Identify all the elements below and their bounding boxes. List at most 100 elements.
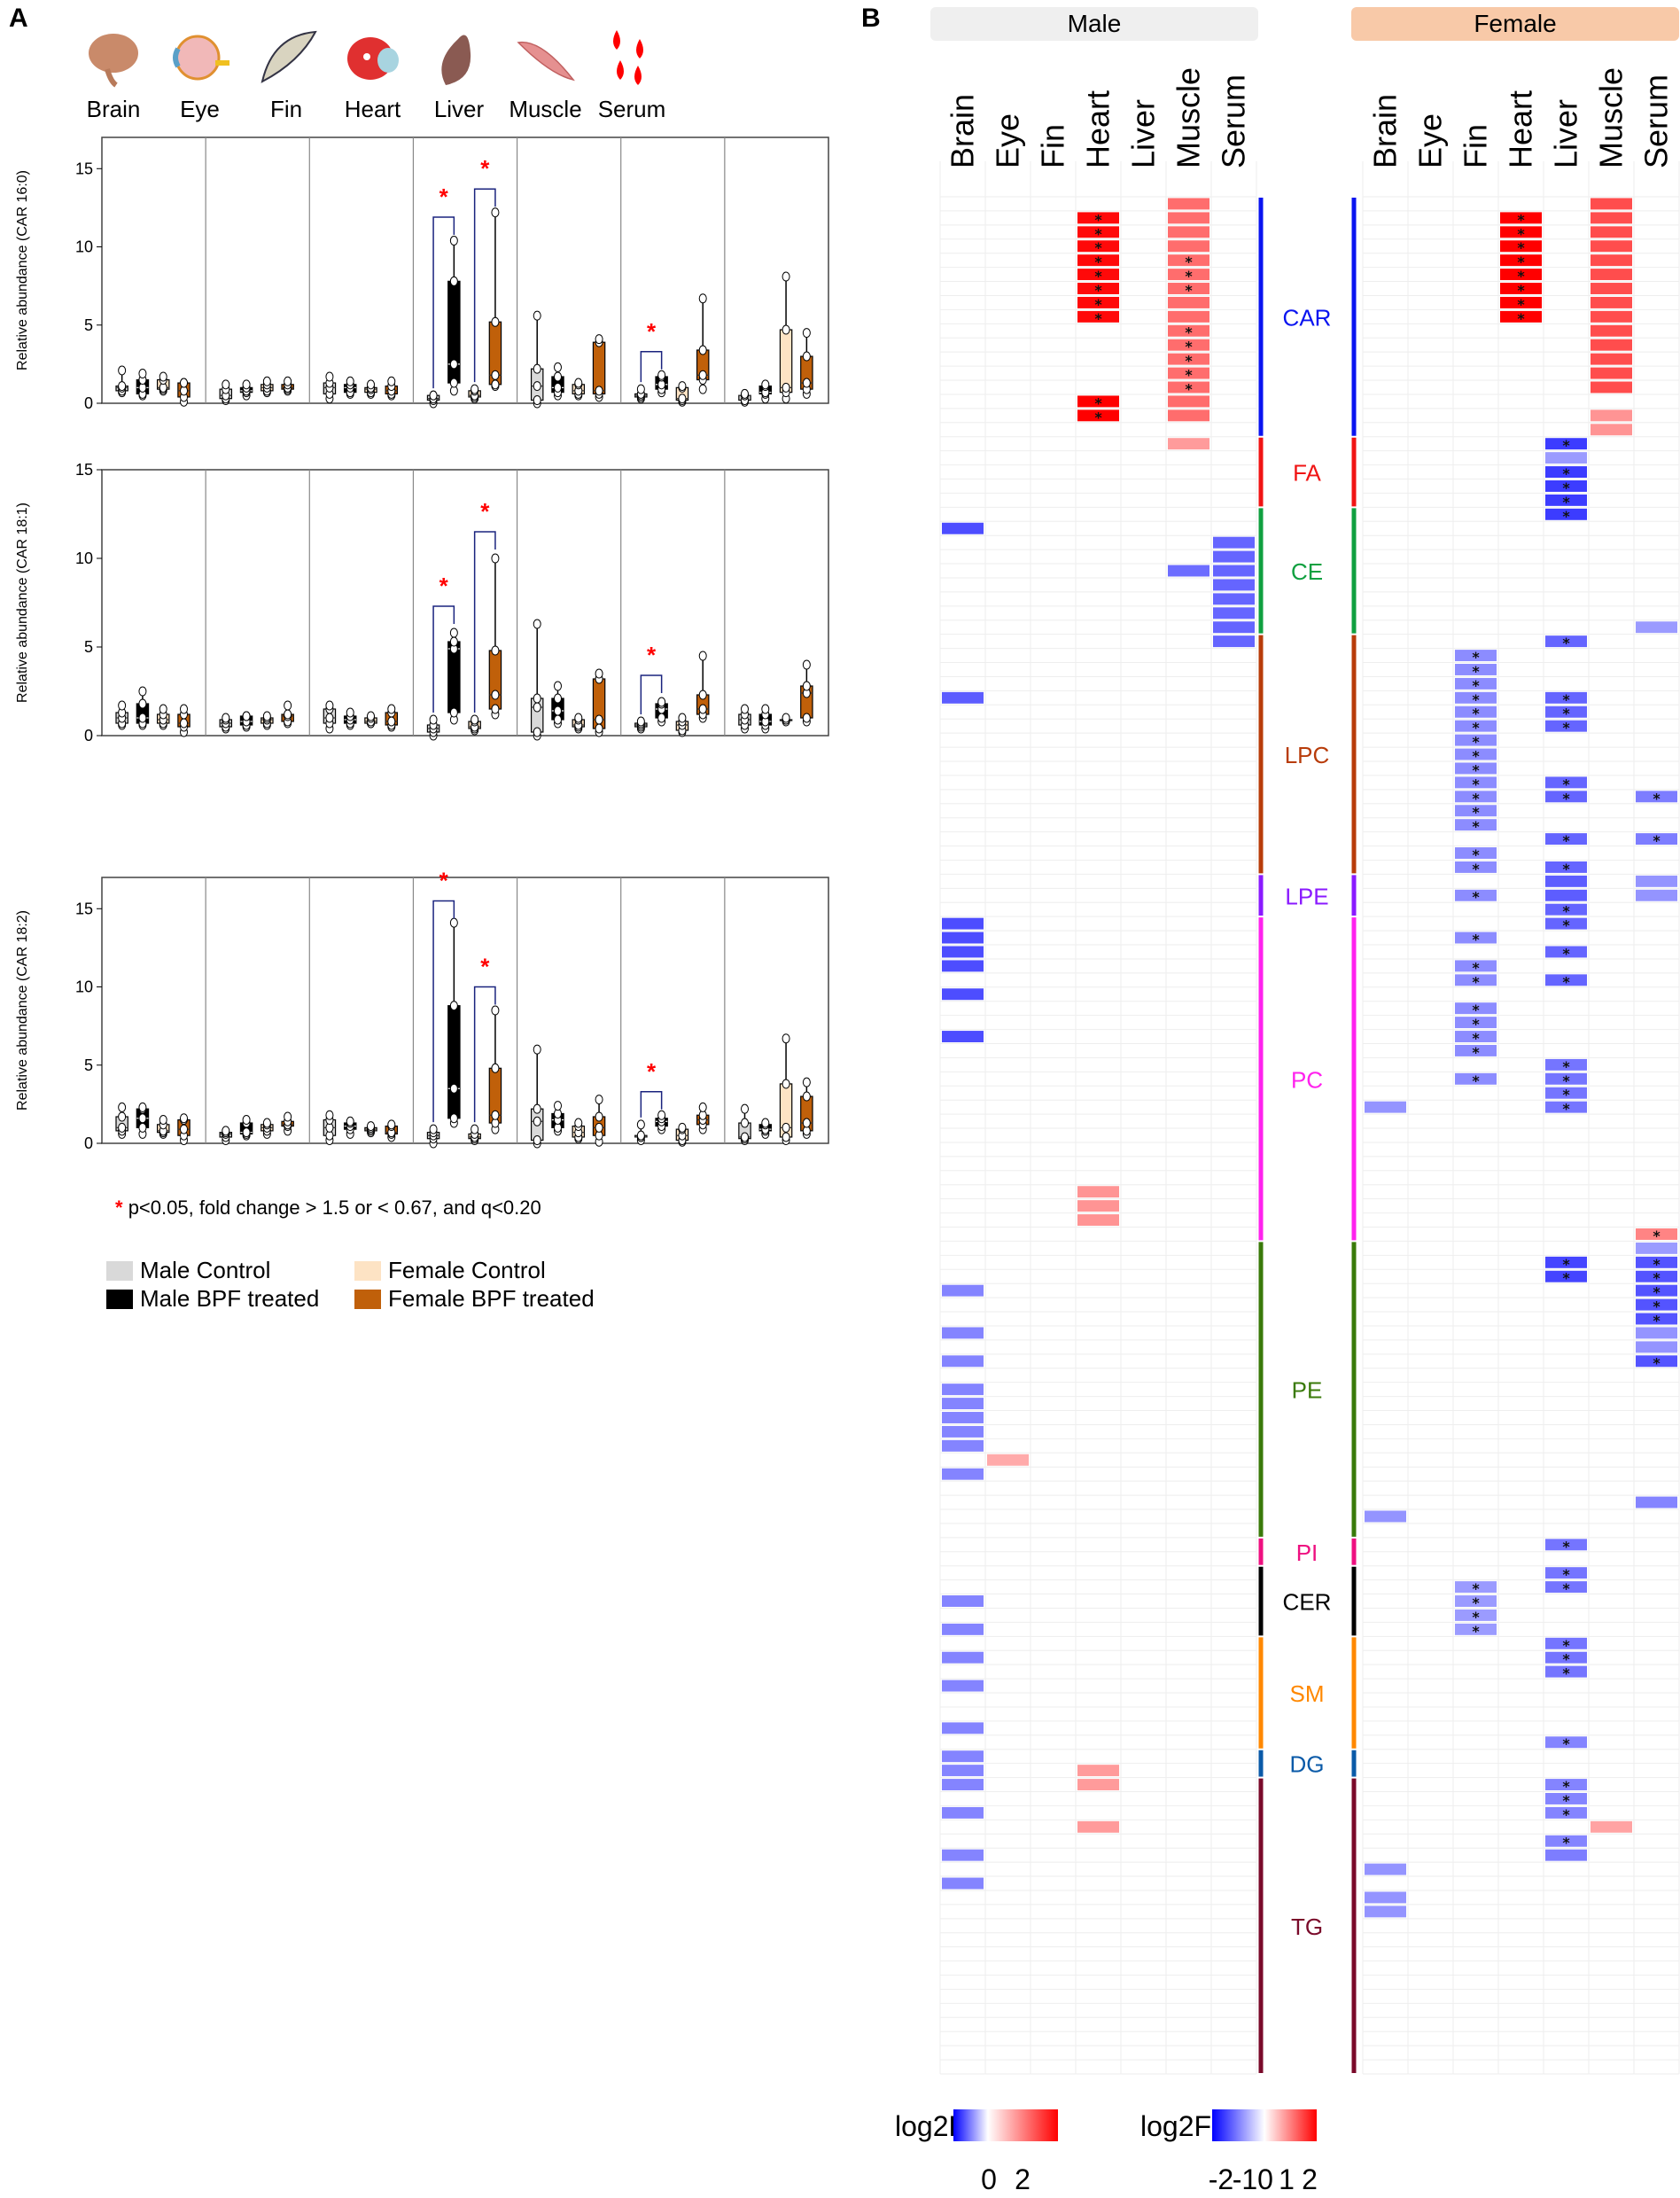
data-point (449, 707, 458, 718)
tissue-label: Serum (597, 96, 666, 122)
data-point (180, 1124, 188, 1134)
heatmap-cell (1591, 1820, 1632, 1833)
heatmap-cell (1545, 635, 1587, 648)
heatmap-cell (1077, 1214, 1119, 1227)
data-point (449, 636, 458, 647)
heatmap-cell (1591, 409, 1632, 422)
heatmap-cell (942, 691, 984, 704)
data-point (284, 709, 292, 720)
heatmap-cell (1455, 1031, 1497, 1042)
data-point (533, 1116, 541, 1126)
heatmap-cell (1168, 296, 1209, 308)
class-label: PI (1296, 1539, 1318, 1566)
data-point (222, 1126, 230, 1136)
heatmap-cell (1500, 212, 1542, 224)
data-point (741, 704, 749, 714)
heatmap-cell (942, 1595, 984, 1607)
data-point (387, 1119, 396, 1130)
heatmap-cell (1500, 283, 1542, 294)
significance-asterisk: * (1472, 790, 1480, 807)
significance-asterisk: * (1562, 1256, 1570, 1273)
heatmap-cell (1168, 254, 1209, 267)
data-point (180, 1113, 188, 1124)
heatmap-cell (1168, 367, 1209, 379)
heatmap-cell (1545, 1651, 1587, 1664)
heatmap-cell (1455, 650, 1497, 662)
heatmap-cell (1545, 1539, 1587, 1551)
column-label: Fin (1035, 124, 1071, 168)
data-point (554, 693, 562, 704)
data-point (554, 362, 562, 372)
significance-bracket (432, 605, 455, 713)
data-point (262, 711, 271, 721)
heatmap-cell (942, 1398, 984, 1410)
data-point (574, 1118, 583, 1128)
data-point (284, 376, 292, 386)
heatmap-cell (1455, 776, 1497, 789)
heatmap-cell (1545, 1072, 1587, 1085)
significance-asterisk: * (1562, 494, 1570, 511)
fin-icon (255, 27, 317, 89)
data-point (533, 619, 541, 629)
data-point (698, 384, 707, 394)
data-point (533, 702, 541, 713)
significance-asterisk: * (1094, 296, 1102, 313)
significance-asterisk: * (1517, 239, 1525, 256)
data-point (180, 378, 188, 388)
data-point (325, 713, 334, 723)
heatmap-cell (942, 1680, 984, 1692)
data-point (284, 700, 292, 711)
y-tick-label: 10 (75, 550, 93, 567)
data-point (262, 1118, 271, 1128)
data-point (678, 1122, 687, 1133)
data-point (533, 310, 541, 321)
heatmap-cell (1455, 1623, 1497, 1635)
box (447, 1005, 461, 1119)
legend-label: Female Control (388, 1257, 546, 1283)
box-plots: 0 5 10 15 Relative abundance (CAR 16:0) * * * 0 5… (15, 136, 829, 1152)
heatmap-cell (1636, 1313, 1677, 1325)
data-point (491, 690, 500, 700)
heatmap-cell (1213, 536, 1255, 549)
data-point (180, 704, 188, 714)
legend-item: Male Control (106, 1257, 270, 1284)
significance-asterisk: * (1562, 1058, 1570, 1075)
heatmap-cell (1455, 1044, 1497, 1056)
plot-frame (101, 469, 829, 737)
data-point (180, 718, 188, 729)
data-point (222, 713, 230, 723)
heatmap-cell (1591, 296, 1632, 308)
colorbar (1212, 2109, 1317, 2141)
eye-icon (169, 27, 231, 89)
significance-asterisk: * (1472, 1016, 1480, 1033)
heatmap-cell (1455, 791, 1497, 803)
significance-asterisk: * (1472, 931, 1480, 948)
muscle-icon (515, 27, 577, 89)
data-point (242, 1115, 251, 1126)
heatmap-cell (1077, 1200, 1119, 1212)
heatmap-cell (942, 1031, 984, 1042)
significance-bracket (640, 351, 663, 383)
heatmap-cell (987, 1454, 1029, 1466)
significance-asterisk: * (1472, 1030, 1480, 1047)
heatmap-cell (1591, 424, 1632, 436)
heatmap-cell (942, 1355, 984, 1368)
plot-frame (101, 136, 829, 404)
significance-bracket (640, 674, 663, 714)
heatmap-cell (1636, 1341, 1677, 1353)
heatmap-cell (942, 1877, 984, 1890)
legend-label: Male BPF treated (140, 1285, 320, 1312)
heatmap-cell (1168, 395, 1209, 408)
y-tick-label: 5 (84, 316, 93, 334)
heatmap-cell (1213, 550, 1255, 563)
class-label: CAR (1283, 304, 1332, 331)
data-point (491, 645, 500, 656)
heatmap-cell (1545, 1665, 1587, 1678)
y-tick-label: 15 (75, 900, 93, 917)
y-tick-label: 0 (84, 1134, 93, 1152)
heatmap-cell (1077, 1765, 1119, 1777)
significance-star: * (647, 642, 657, 668)
significance-asterisk: * (1562, 1792, 1570, 1809)
significance-asterisk: * (1562, 705, 1570, 722)
data-point (657, 1110, 666, 1120)
